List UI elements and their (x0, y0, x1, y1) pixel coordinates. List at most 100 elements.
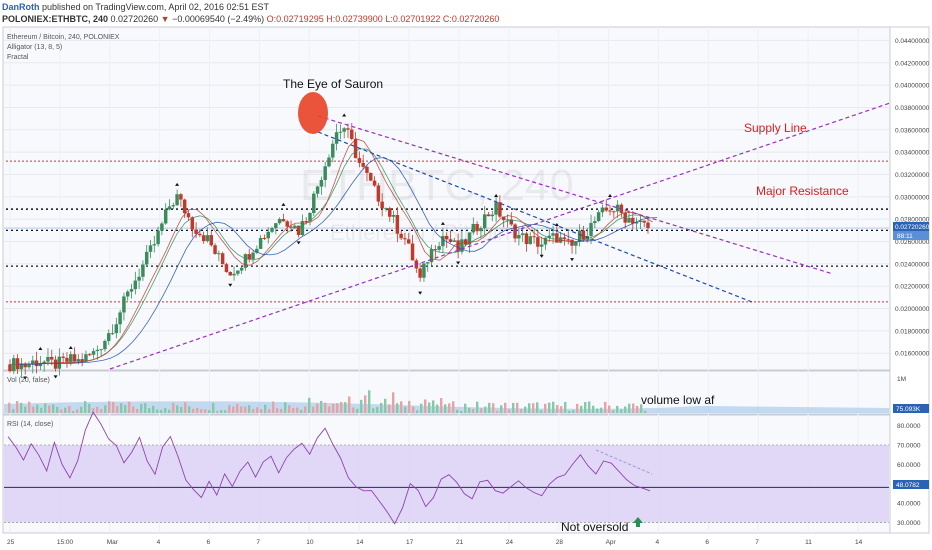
volume-bar (448, 403, 451, 413)
main-legend-fractal: Fractal (7, 54, 29, 61)
alligator-line (14, 138, 653, 365)
volume-bar (432, 400, 435, 413)
rsi-tick-label: 30.0000 (897, 520, 921, 527)
volume-bar (528, 403, 531, 413)
alligator-lines (9, 138, 658, 365)
main-pane[interactable] (2, 26, 891, 371)
major-resistance-label: Major Resistance (756, 184, 849, 198)
candle-body (547, 235, 551, 238)
volume-bar (156, 409, 159, 413)
volume-bar (536, 402, 539, 413)
volume-bar (124, 405, 127, 413)
candle-body (346, 128, 350, 130)
volume-bar (12, 409, 15, 413)
x-tick-label: 4 (655, 539, 659, 546)
volume-bar (224, 410, 227, 413)
candle-body (110, 333, 115, 335)
volume-bar (120, 403, 123, 413)
volume-bar (372, 408, 375, 413)
volume-bar (488, 402, 491, 413)
candle-body (262, 237, 267, 239)
candle-body (114, 324, 119, 334)
volume-bar (200, 409, 203, 413)
watermark-symbol: ETHBTC, 240 (300, 161, 574, 210)
volume-bar (288, 405, 291, 413)
x-tick-label: Mar (107, 539, 119, 546)
y-tick-label: 0.03000000 (895, 194, 930, 201)
volume-bar (268, 409, 271, 413)
fractal-markers (23, 113, 613, 380)
x-tick-label: 7 (256, 539, 260, 546)
candle-body (255, 248, 259, 253)
volume-bar (492, 403, 495, 413)
candle-body (593, 221, 597, 224)
volume-bar (416, 410, 419, 413)
volume-bar (452, 401, 455, 413)
candle-body (399, 233, 403, 239)
candle-body (509, 219, 514, 225)
volume-bar (248, 405, 251, 413)
volume-bar (532, 403, 535, 413)
candle-body (201, 235, 206, 242)
x-tick-label: Apr (606, 539, 617, 546)
fractal-down-marker (23, 376, 28, 380)
volume-bar (240, 406, 243, 413)
volume-bar (212, 402, 215, 413)
volume-bar (136, 408, 139, 413)
volume-bar (632, 403, 635, 413)
volume-bar (464, 403, 467, 413)
candle-body (31, 360, 35, 365)
symbol-info: POLONIEX:ETHBTC, 240 0.02720260 ▼ −0.000… (2, 14, 499, 24)
candle-body (87, 354, 92, 356)
volume-bar (188, 406, 191, 413)
candle-body (152, 244, 157, 246)
rsi-tick-label: 60.0000 (897, 462, 921, 469)
candle-body (69, 354, 73, 362)
candle-body (528, 236, 532, 245)
candle-body (505, 219, 510, 221)
candle-body (501, 216, 506, 221)
candle-body (129, 289, 134, 292)
volume-bar (412, 406, 415, 413)
candle-body (422, 263, 426, 278)
volume-bar (284, 402, 287, 413)
volume-bar (368, 390, 371, 413)
x-tick-label: 6 (207, 539, 211, 546)
y-tick-label: 0.03400000 (895, 150, 930, 157)
candle-body (194, 229, 198, 234)
candle-body (99, 349, 103, 351)
candle-body (520, 233, 525, 236)
volume-bar (400, 401, 403, 413)
volume-bar (408, 400, 411, 413)
candle-body (369, 172, 373, 181)
volume-bar (604, 401, 607, 413)
volume-bar (324, 402, 327, 413)
volume-bar (76, 409, 79, 413)
volume-bar (644, 410, 647, 413)
candle-body (266, 231, 270, 239)
candle-body (410, 243, 415, 261)
rsi-tick-label: 80.0000 (897, 423, 921, 430)
volume-bar (236, 403, 239, 413)
volume-bar (80, 406, 83, 413)
volume-low-label: volume low af (641, 393, 715, 407)
candle-body (251, 252, 255, 260)
volume-bar (44, 403, 47, 413)
rsi-last-tag-text: 48.0782 (896, 482, 920, 489)
candle-body (247, 254, 251, 260)
candle-body (80, 359, 84, 362)
candle-body (84, 354, 88, 362)
candle-body (596, 212, 601, 222)
candle-body (125, 291, 130, 297)
descending-blue-line (317, 131, 753, 303)
candle-body (277, 219, 282, 224)
price-axis[interactable] (889, 26, 930, 534)
candle-body (42, 361, 46, 364)
candle-body (589, 223, 593, 236)
author-name[interactable]: DanRoth (2, 2, 40, 12)
candle-body (498, 202, 502, 217)
candle-body (562, 237, 567, 240)
volume-bar (160, 409, 163, 413)
candle-body (486, 214, 491, 217)
